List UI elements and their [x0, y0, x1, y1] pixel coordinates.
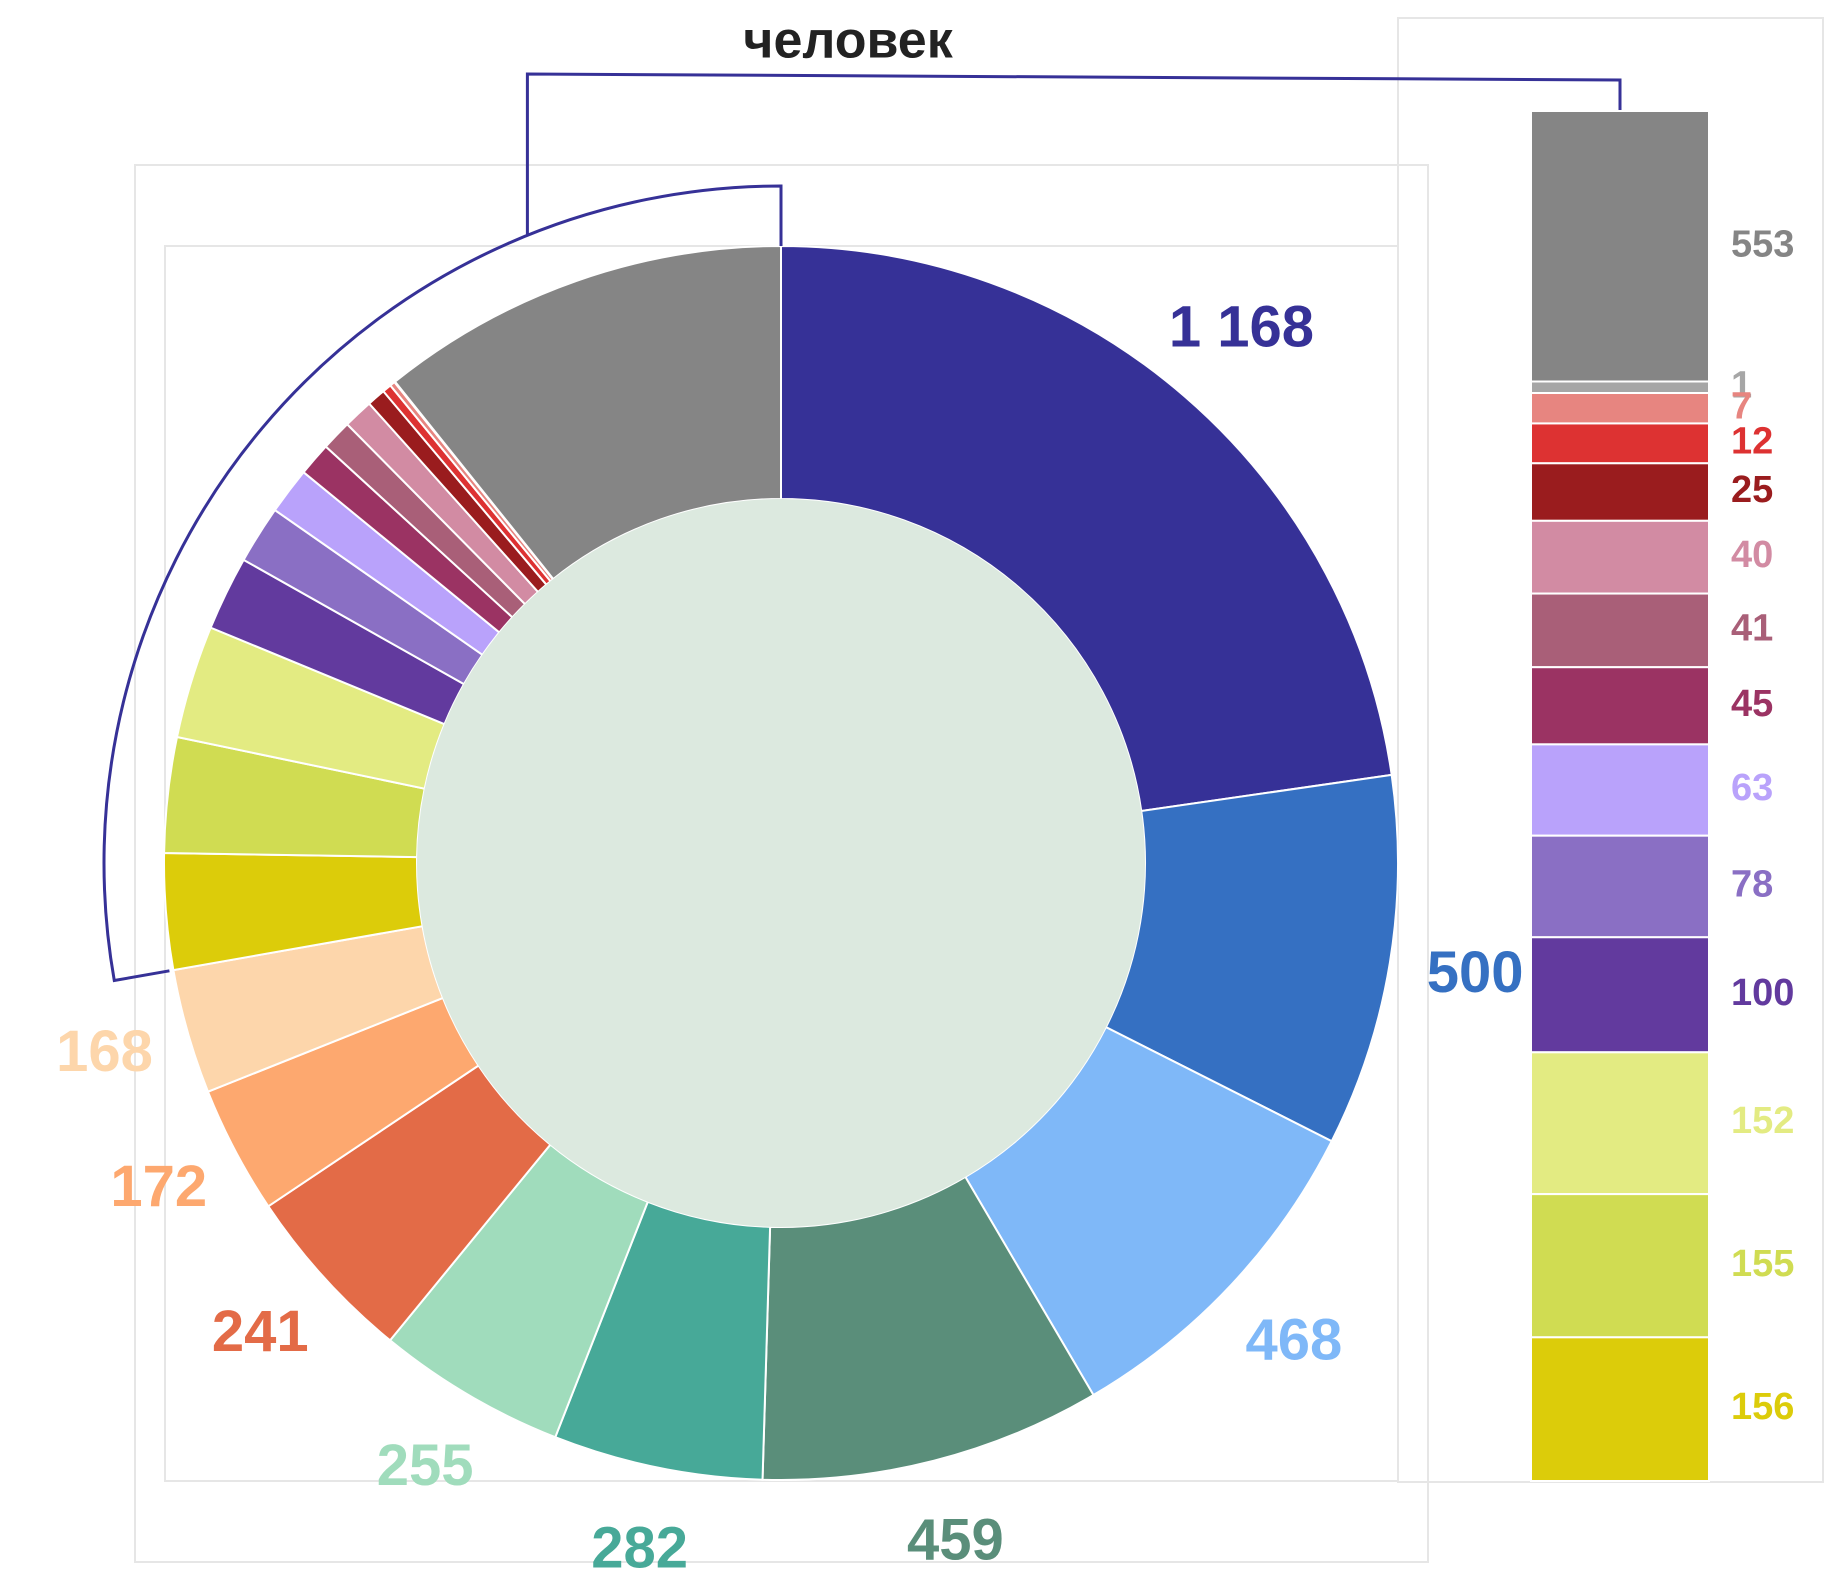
center-disc — [417, 499, 1145, 1227]
breakout-label: 156 — [1731, 1386, 1794, 1428]
value-label: 282 — [591, 1515, 688, 1580]
breakout-label: 78 — [1731, 864, 1773, 906]
breakout-label: 155 — [1731, 1243, 1794, 1285]
breakout-segment — [1531, 937, 1709, 1052]
breakout-label: 63 — [1731, 767, 1773, 809]
value-label: 500 — [1427, 940, 1524, 1005]
breakout-segment — [1531, 382, 1709, 394]
breakout-segment — [1531, 1052, 1709, 1194]
value-label: 241 — [212, 1299, 309, 1364]
breakout-segment — [1531, 393, 1709, 423]
breakout-segment — [1531, 744, 1709, 835]
breakout-label: 41 — [1731, 607, 1773, 649]
value-label: 255 — [377, 1433, 474, 1498]
breakout-segment — [1531, 836, 1709, 938]
breakout-segment — [1531, 594, 1709, 668]
value-label: 172 — [110, 1154, 207, 1219]
value-label: 1 168 — [1169, 295, 1314, 360]
breakout-segment — [1531, 463, 1709, 521]
chart: человек 1 168 500 468 459 282 255 241 172 168 553… — [0, 0, 1833, 1582]
breakout-segment — [1531, 423, 1709, 463]
chart-title: человек — [743, 12, 953, 70]
breakout-segment — [1531, 1194, 1709, 1337]
value-label: 468 — [1245, 1308, 1342, 1373]
breakout-label: 12 — [1731, 420, 1773, 462]
breakout-segment — [1531, 111, 1709, 382]
breakout-label: 45 — [1731, 683, 1773, 725]
breakout-label: 25 — [1731, 469, 1773, 511]
breakout-segment — [1531, 1337, 1709, 1481]
value-label: 168 — [56, 1019, 153, 1084]
breakout-label: 553 — [1731, 223, 1794, 265]
value-label: 459 — [907, 1508, 1004, 1573]
breakout-label: 40 — [1731, 534, 1773, 576]
breakout-label: 152 — [1731, 1100, 1794, 1142]
breakout-segment — [1531, 667, 1709, 744]
breakout-segment — [1531, 521, 1709, 594]
breakout-label: 100 — [1731, 972, 1794, 1014]
